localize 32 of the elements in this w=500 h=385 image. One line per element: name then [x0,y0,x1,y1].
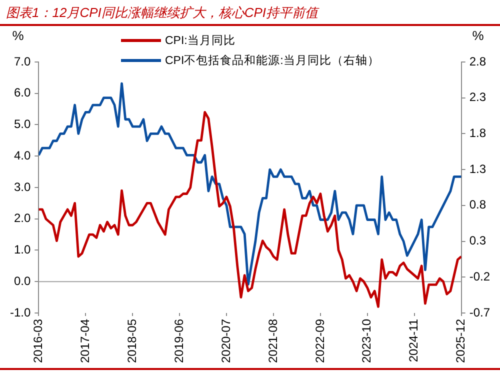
y-tick-label: 3.0 [14,180,31,194]
legend-label: CPI不包括食品和能源:当月同比（右轴） [165,54,380,68]
x-tick-label: 2023-10 [360,318,374,364]
y-tick-label: -1.0 [10,305,31,320]
y2-tick-label: 2.3 [469,90,486,104]
y-tick-label: 4.0 [14,148,31,162]
x-tick-label: 2017-04 [78,318,92,364]
x-tick-label: 2025-12 [454,318,468,364]
x-tick-label: 2018-05 [124,318,139,364]
y-tick-label: 7.0 [14,54,31,68]
y2-tick-label: 0.3 [469,234,486,248]
y2-axis-title: % [472,28,484,43]
x-tick-label: 2024-11 [406,318,421,362]
y2-tick-label: -0.7 [469,305,490,320]
y-tick-label: 1.0 [14,242,31,257]
y2-tick-label: -0.2 [469,269,490,284]
x-tick-label: 2022-09 [312,318,327,364]
x-tick-label: 2016-03 [30,318,45,364]
y-axis-title: % [12,28,24,43]
x-tick-label: 2019-06 [172,318,186,364]
y2-tick-label: 0.8 [469,198,486,212]
y-tick-label: 6.0 [14,86,31,100]
legend-label: CPI:当月同比 [165,34,236,48]
chart-title: 图表1：12月CPI同比涨幅继续扩大，核心CPI持平前值 [0,0,500,26]
y2-tick-label: 1.3 [469,162,486,176]
y-tick-label: 0.0 [14,274,31,288]
y2-tick-label: 2.8 [469,54,486,68]
x-tick-label: 2020-07 [218,318,233,364]
y2-tick-label: 1.8 [469,126,486,140]
x-tick-label: 2021-08 [266,318,280,364]
y-tick-label: 2.0 [14,211,31,226]
y-tick-label: 5.0 [14,117,31,132]
